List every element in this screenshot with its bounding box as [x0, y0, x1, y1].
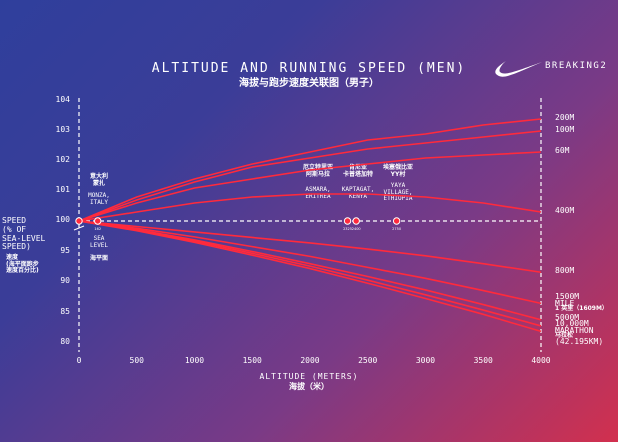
series-label-l10000: 10,000M	[555, 319, 589, 329]
series-line-3	[78, 193, 542, 222]
y-axis-label: SPEED (% OF SEA-LEVEL SPEED)	[2, 216, 46, 252]
location-tag-2: 2325	[343, 227, 352, 231]
annotation-monza: MONZA, ITALY	[88, 192, 110, 206]
series-line-7	[78, 220, 542, 327]
x-tick-label: 1000	[184, 356, 205, 365]
location-tag-1: 162	[94, 227, 101, 231]
x-tick-label: 3000	[415, 356, 436, 365]
location-marker-3	[352, 217, 360, 225]
y-tick-label: 85	[60, 306, 70, 316]
annotation-sea-level: SEA LEVEL	[89, 235, 109, 249]
series-line-6	[78, 220, 542, 321]
annotation-kaptagat-cn: 肯尼亚 卡普塔加特	[342, 164, 373, 178]
series-label-l100: 100M	[555, 125, 575, 134]
brand-label: BREAKING2	[545, 61, 608, 71]
x-tick-label: 0	[76, 356, 82, 365]
x-tick-label: 1500	[242, 356, 262, 365]
series-line-4	[78, 220, 542, 274]
location-marker-1	[94, 217, 102, 225]
annotation-sea-level-cn: 海平面	[89, 255, 108, 262]
x-tick-label: 4000	[531, 356, 551, 365]
nike-swoosh-icon	[495, 61, 542, 77]
series-line-1	[78, 130, 542, 222]
series-label-lmarcn: 马拉松	[555, 331, 574, 339]
series-label-l60: 60M	[555, 146, 570, 155]
series-label-l1500: 1500M	[555, 292, 580, 302]
series-label-l400: 400M	[555, 206, 575, 215]
x-tick-label: 2500	[358, 356, 378, 365]
y-tick-label: 95	[60, 245, 70, 255]
x-axis-label: ALTITUDE (METERS)	[259, 372, 359, 381]
series-label-lmar: MARATHON	[555, 326, 594, 336]
chart-subtitle: 海拔与跑步速度关联图（男子）	[239, 78, 379, 89]
annotation-asmara: ASMARA, ERITREA	[305, 186, 331, 200]
location-marker-0	[75, 217, 83, 225]
series-line-8	[78, 220, 542, 333]
x-tick-label: 3500	[473, 356, 493, 365]
y-tick-label: 90	[60, 276, 70, 285]
y-tick-label: 80	[60, 337, 70, 346]
location-tag-3: 2400	[352, 227, 361, 231]
y-tick-label: 101	[55, 185, 70, 194]
y-axis-break	[73, 225, 85, 231]
series-label-lmile: MILE	[555, 299, 575, 309]
series-label-lmilecn: 1 英里（1609M）	[555, 304, 608, 312]
annotation-monza-cn: 意大利 蒙扎	[89, 173, 108, 187]
y-axis-label-cn: 速度 (海平面跑步 速度百分比)	[6, 254, 39, 275]
annotation-kaptagat: KAPTAGAT, KENYA	[341, 186, 375, 200]
y-tick-label: 104	[55, 95, 70, 104]
x-tick-label: 2000	[300, 356, 320, 365]
y-tick-label: 103	[55, 125, 70, 134]
chart-title: ALTITUDE AND RUNNING SPEED (MEN)	[151, 61, 467, 76]
series-label-l5000: 5000M	[555, 313, 580, 323]
location-tag-4: 2750	[392, 227, 401, 231]
annotation-yaya-cn: 埃塞俄比亚 YY村	[382, 164, 413, 178]
annotation-yaya: YAYA VILLAGE, ETHIOPIA	[383, 182, 413, 203]
x-tick-label: 500	[129, 356, 144, 365]
series-line-2	[78, 151, 542, 222]
series-line-0	[78, 118, 542, 222]
series-line-5	[78, 220, 542, 305]
y-tick-label: 100	[55, 215, 70, 224]
y-tick-label: 102	[55, 155, 70, 164]
location-marker-2	[343, 217, 352, 225]
location-marker-4	[392, 217, 401, 225]
series-label-l800: 800M	[555, 266, 575, 276]
series-label-lmarkm: (42.195KM)	[555, 337, 604, 346]
x-axis-label-cn: 海拔（米）	[289, 382, 329, 391]
annotation-asmara-cn: 厄立特里亚 阿斯马拉	[302, 164, 333, 178]
series-label-l200: 200M	[555, 113, 575, 122]
